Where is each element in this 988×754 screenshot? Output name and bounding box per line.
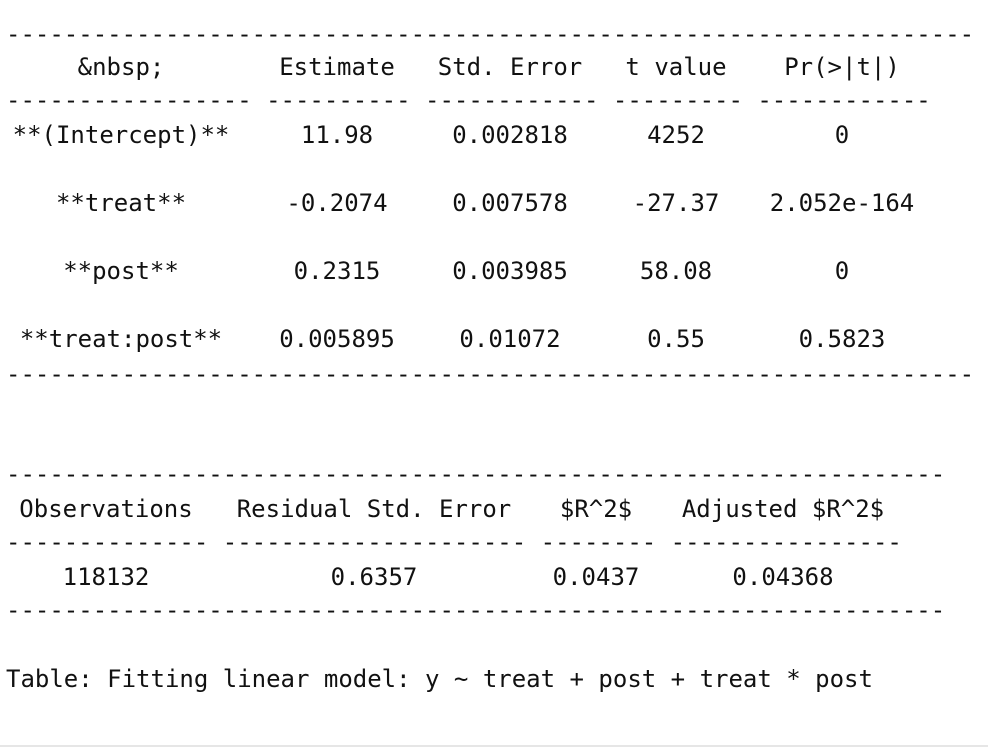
t-value-cell: 0.55 <box>647 325 705 353</box>
term-cell: **treat:post** <box>19 325 223 353</box>
std-error-cell: 0.007578 <box>452 189 568 217</box>
table-rule-top: ----------------------------------------… <box>6 460 946 488</box>
table-row: **(Intercept)** 11.98 0.002818 4252 0 <box>6 120 946 150</box>
t-value-cell: 58.08 <box>639 257 713 285</box>
std-error-cell: 0.01072 <box>459 325 561 353</box>
table-header-row: &nbsp; Estimate Std. Error t value Pr(>|… <box>6 52 946 82</box>
column-header-std-error: Std. Error <box>437 53 583 81</box>
p-value-cell: 0.5823 <box>798 325 886 353</box>
t-value-cell: 4252 <box>647 121 705 149</box>
column-header-p-value: Pr(>|t|) <box>784 53 900 81</box>
table-rule-mid: ----------------- ---------- -----------… <box>6 86 931 114</box>
p-value-cell: 2.052e-164 <box>769 189 915 217</box>
column-header-residual-std-error: Residual Std. Error <box>236 495 512 523</box>
column-header-r-squared: $R^2$ <box>559 495 633 523</box>
estimate-cell: 0.005895 <box>279 325 395 353</box>
table-row: **treat** -0.2074 0.007578 -27.37 2.052e… <box>6 188 946 218</box>
adjusted-r-squared-cell: 0.04368 <box>732 563 834 591</box>
table-row: **treat:post** 0.005895 0.01072 0.55 0.5… <box>6 324 946 354</box>
term-cell: **(Intercept)** <box>12 121 230 149</box>
residual-std-error-cell: 0.6357 <box>330 563 418 591</box>
column-header-observations: Observations <box>19 495 193 523</box>
p-value-cell: 0 <box>834 121 850 149</box>
column-header-term: &nbsp; <box>77 53 165 81</box>
estimate-cell: -0.2074 <box>286 189 388 217</box>
table-caption: Table: Fitting linear model: y ~ treat +… <box>6 665 873 693</box>
column-header-adjusted-r-squared: Adjusted $R^2$ <box>681 495 885 523</box>
column-header-t-value: t value <box>625 53 727 81</box>
table-rule-mid: -------------- --------------------- ---… <box>6 528 902 556</box>
table-row: 118132 0.6357 0.0437 0.04368 <box>6 562 906 592</box>
table-rule-bottom: ----------------------------------------… <box>6 596 946 624</box>
std-error-cell: 0.003985 <box>452 257 568 285</box>
estimate-cell: 0.2315 <box>293 257 381 285</box>
term-cell: **treat** <box>55 189 187 217</box>
table-header-row: Observations Residual Std. Error $R^2$ A… <box>6 494 906 524</box>
table-rule-bottom: ----------------------------------------… <box>6 360 975 388</box>
r-squared-cell: 0.0437 <box>552 563 640 591</box>
t-value-cell: -27.37 <box>632 189 720 217</box>
table-rule-top: ----------------------------------------… <box>6 20 975 48</box>
observations-cell: 118132 <box>62 563 150 591</box>
table-row: **post** 0.2315 0.003985 58.08 0 <box>6 256 946 286</box>
column-header-estimate: Estimate <box>279 53 395 81</box>
page-divider <box>0 745 988 747</box>
p-value-cell: 0 <box>834 257 850 285</box>
std-error-cell: 0.002818 <box>452 121 568 149</box>
estimate-cell: 11.98 <box>300 121 374 149</box>
term-cell: **post** <box>63 257 179 285</box>
